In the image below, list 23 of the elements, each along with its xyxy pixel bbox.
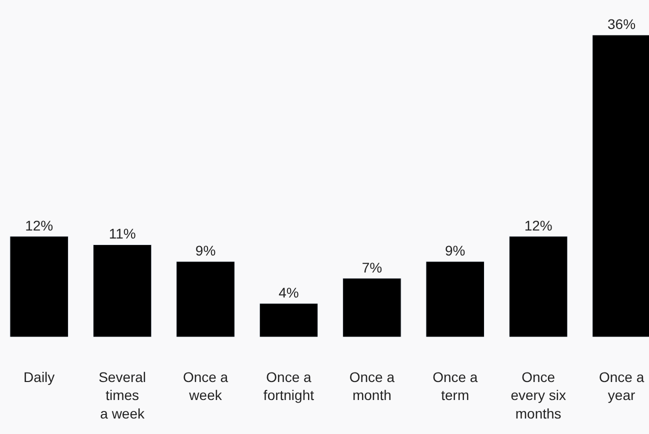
x-tick-label: Once a year (598, 369, 644, 404)
data-label: 7% (362, 259, 382, 276)
data-label: 12% (25, 217, 54, 234)
bar (176, 261, 235, 337)
x-tick-label: Daily (24, 369, 55, 385)
data-label: 9% (195, 242, 216, 258)
data-label: 4% (278, 284, 299, 300)
bar (10, 236, 68, 337)
bar (508, 236, 568, 337)
bar (342, 278, 402, 337)
x-tick-label: Several times a week (98, 369, 146, 422)
data-label: 36% (608, 16, 636, 32)
bar (259, 303, 318, 337)
x-tick-label: Once a term (432, 369, 478, 404)
data-label: 9% (445, 242, 466, 258)
x-tick-label: Once a week (182, 369, 228, 404)
data-label: 11% (108, 226, 136, 242)
x-tick-label: Once a month (349, 369, 395, 404)
bar (426, 261, 484, 337)
x-tick-label: Once a fortnight (263, 369, 314, 404)
x-tick-label: Once every six months (510, 369, 566, 422)
data-label: 12% (524, 217, 552, 234)
bar (92, 244, 152, 337)
